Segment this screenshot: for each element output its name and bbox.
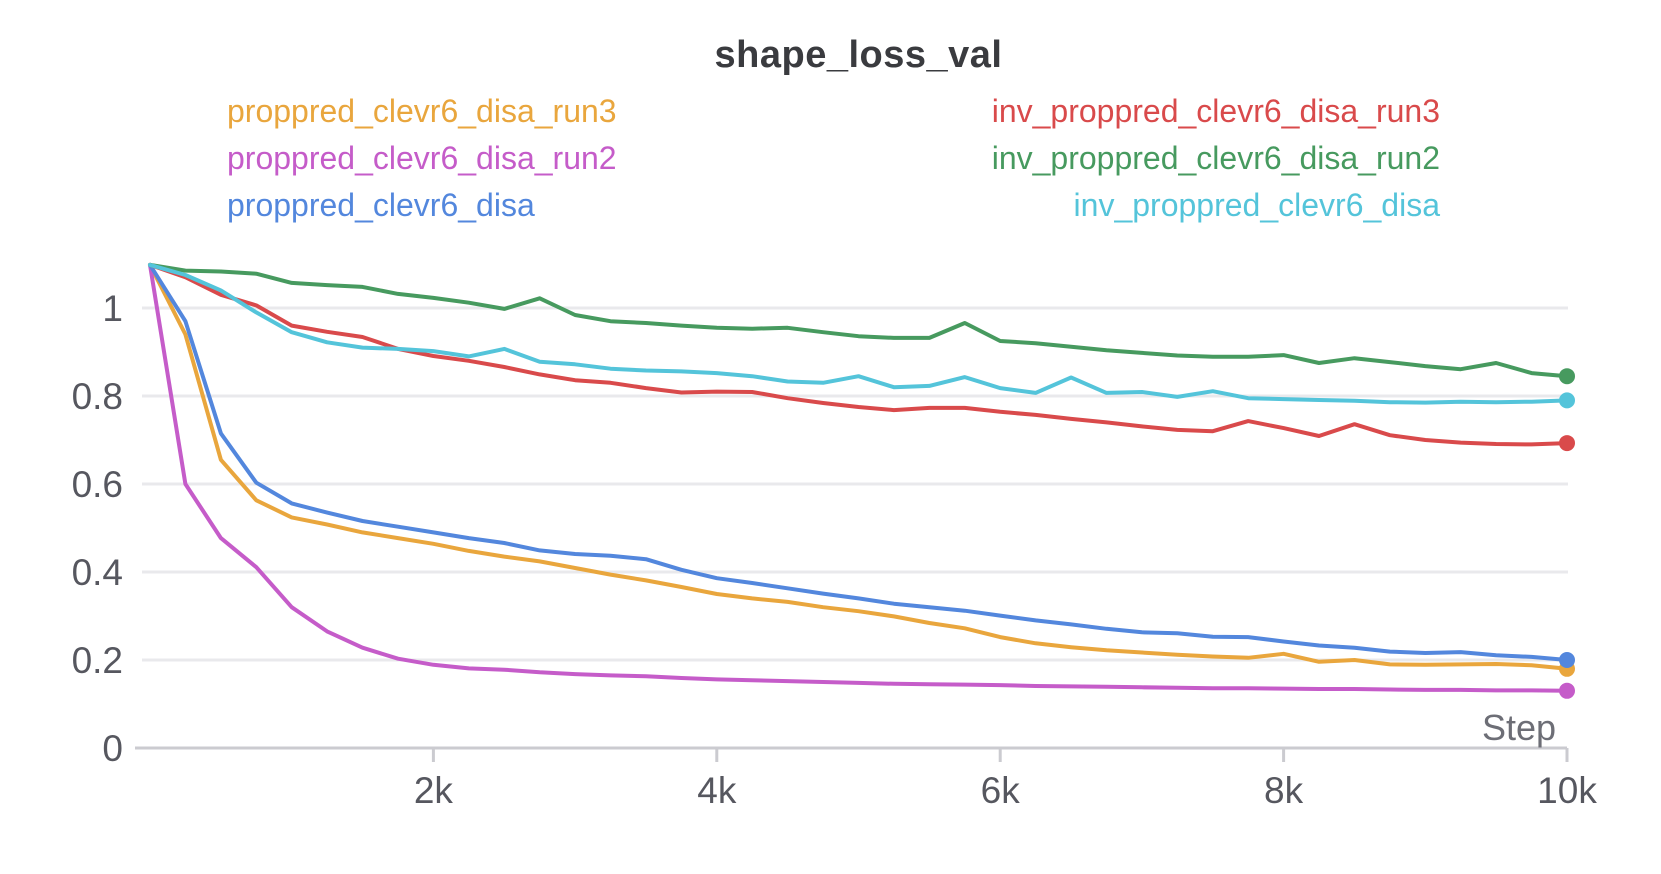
series-endpoint-proppred_clevr6_disa_run2 xyxy=(1559,682,1575,699)
series-line-proppred_clevr6_disa_run2[interactable] xyxy=(148,262,1569,693)
series-line-inv_proppred_clevr6_disa_run2[interactable] xyxy=(148,262,1569,379)
legend: proppred_clevr6_disa_run3 inv_proppred_c… xyxy=(227,88,1440,229)
x-tick-label-2k: 2k xyxy=(414,770,454,811)
legend-item-inv-proppred-clevr6-disa-run2[interactable]: inv_proppred_clevr6_disa_run2 xyxy=(991,140,1440,176)
legend-row: proppred_clevr6_disa inv_proppred_clevr6… xyxy=(227,182,1440,229)
x-tick-label-10k: 10k xyxy=(1537,770,1597,811)
y-tick-label-0: 0 xyxy=(102,728,123,769)
x-axis xyxy=(135,746,1569,762)
chart-title: shape_loss_val xyxy=(714,34,1003,76)
x-axis-title: Step xyxy=(1482,707,1556,748)
series-endpoint-inv_proppred_clevr6_disa_run2 xyxy=(1559,368,1575,385)
legend-item-proppred-clevr6-disa[interactable]: proppred_clevr6_disa xyxy=(227,187,535,223)
legend-item-inv-proppred-clevr6-disa-run3[interactable]: inv_proppred_clevr6_disa_run3 xyxy=(991,93,1440,129)
series-lines xyxy=(148,262,1575,699)
legend-item-proppred-clevr6-disa-run2[interactable]: proppred_clevr6_disa_run2 xyxy=(227,140,617,176)
series-endpoint-proppred_clevr6_disa xyxy=(1559,652,1575,668)
series-line-inv_proppred_clevr6_disa[interactable] xyxy=(148,262,1569,405)
x-tick-label-6k: 6k xyxy=(981,770,1021,811)
legend-item-proppred-clevr6-disa-run3[interactable]: proppred_clevr6_disa_run3 xyxy=(227,93,617,129)
legend-row: proppred_clevr6_disa_run2 inv_proppred_c… xyxy=(227,135,1440,182)
legend-row: proppred_clevr6_disa_run3 inv_proppred_c… xyxy=(227,88,1440,135)
gridlines xyxy=(142,306,1568,662)
y-tick-label-1: 1 xyxy=(102,288,123,329)
series-line-proppred_clevr6_disa[interactable] xyxy=(148,262,1569,662)
series-endpoint-inv_proppred_clevr6_disa_run3 xyxy=(1559,435,1575,452)
y-tick-label-0.6: 0.6 xyxy=(72,464,123,505)
x-tick-label-4k: 4k xyxy=(697,770,737,811)
axis-labels: 0 0.2 0.4 0.6 0.8 1 2k 4k 6k 8k 10k Step xyxy=(72,288,1598,811)
series-endpoint-inv_proppred_clevr6_disa xyxy=(1559,392,1575,409)
y-tick-label-0.4: 0.4 xyxy=(72,552,123,593)
series-line-proppred_clevr6_disa_run3[interactable] xyxy=(148,262,1569,671)
series-line-inv_proppred_clevr6_disa_run3[interactable] xyxy=(148,262,1569,447)
x-tick-label-8k: 8k xyxy=(1264,770,1304,811)
legend-item-inv-proppred-clevr6-disa[interactable]: inv_proppred_clevr6_disa xyxy=(1073,187,1440,223)
y-tick-label-0.2: 0.2 xyxy=(72,640,123,681)
y-tick-label-0.8: 0.8 xyxy=(72,376,123,417)
